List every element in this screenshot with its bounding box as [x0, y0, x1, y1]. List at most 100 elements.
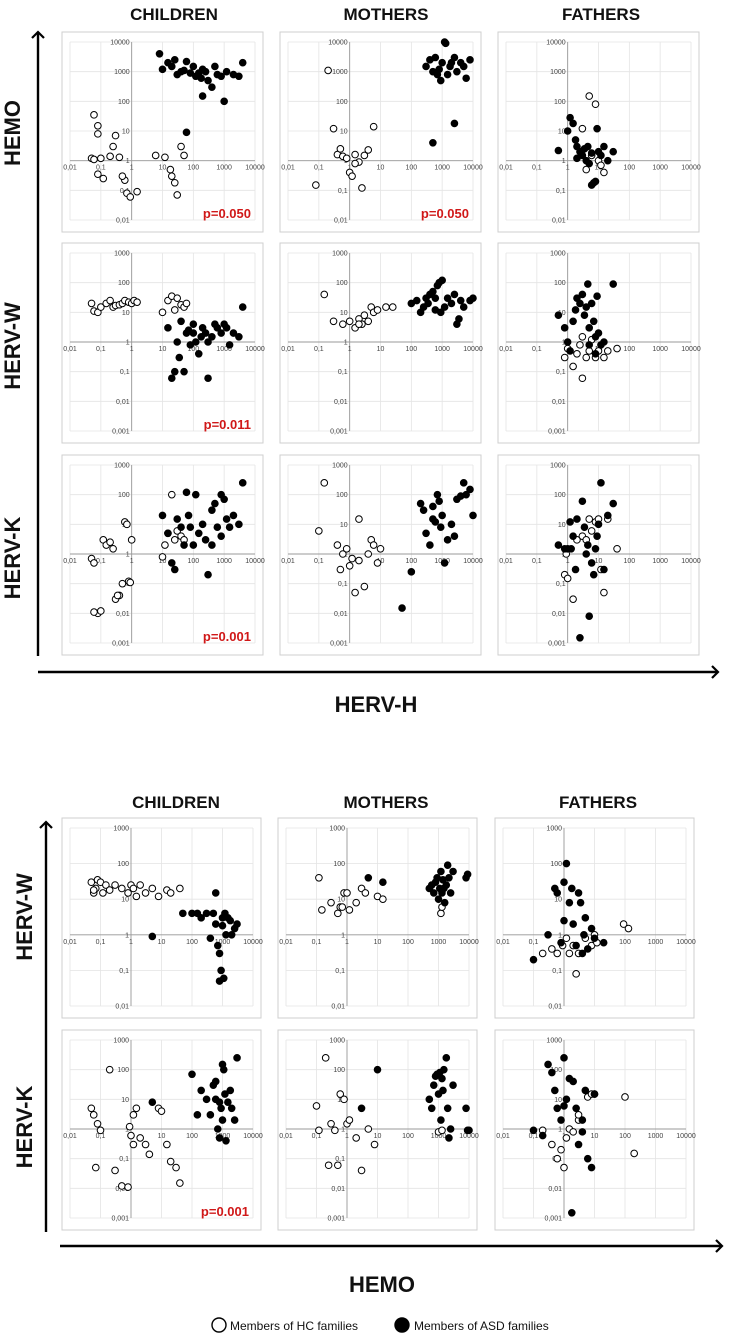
f1-herv-w-fathers-x-tick-label: 10000 — [681, 346, 701, 353]
f1-herv-w-fathers-panel: 0,010,111010010001000010001001010,10,010… — [497, 242, 701, 444]
f1-herv-k-fathers-hc-point — [600, 588, 608, 597]
f1-herv-w-fathers-asd-point — [594, 329, 603, 337]
f2-herv-k-children-x-tick-label: 10000 — [243, 1133, 263, 1140]
f2-herv-k-mothers-hc-point — [321, 1054, 330, 1062]
f1-herv-w-mothers-hc-point — [329, 317, 338, 326]
f1-herv-k-children-hc-point — [113, 591, 122, 600]
f2-herv-k-fathers-hc-point — [569, 1128, 577, 1136]
f2-herv-k-mothers-asd-point — [357, 1104, 366, 1113]
f1-herv-k-fathers-asd-point — [609, 499, 618, 508]
f1-hemo-children-hc-point — [109, 142, 117, 151]
f1-herv-w-fathers-asd-point — [593, 292, 601, 300]
f1-hemo-fathers-asd-point — [587, 149, 596, 157]
f1-hemo-mothers-y-tick-label: 10 — [340, 129, 348, 136]
f1-hemo-fathers-panel: 0,010,11101001000100001000010001001010,1… — [497, 31, 701, 233]
f2-herv-w-fathers-x-tick-label: 0,01 — [496, 939, 510, 946]
f1-herv-w-fathers-asd-point — [582, 303, 591, 311]
f2-herv-w-children-panel: 0,01 0,1 1 10 100 1000 10000 1000 100 10 1 0,1 0,01 — [61, 817, 263, 1019]
f2-herv-w-fathers-x-tick-label: 100 — [619, 939, 631, 946]
f1-herv-w-children-x-tick-label: 100 — [187, 346, 199, 353]
f1-herv-k-fathers-y-tick-label: 0,001 — [548, 641, 566, 648]
f2-herv-w-mothers-hc-point — [352, 898, 360, 907]
f1-hemo-children-y-tick-label: 0,01 — [116, 218, 130, 225]
f1-herv-k-children-x-tick-label: 1000 — [216, 558, 232, 565]
f1-hemo-children-asd-point — [158, 65, 167, 74]
f2-herv-k-children-hc-point — [141, 1140, 150, 1149]
f1-herv-w-children-hc-point — [173, 294, 182, 302]
f2-herv-w-children-y-tick-label: 1 — [125, 932, 129, 939]
f2-herv-w-mothers-asd-point — [434, 895, 443, 904]
f2-herv-w-children-hc-point — [87, 878, 96, 887]
f1-herv-k-children-hc-point — [118, 579, 127, 588]
f2-herv-k-children-hc-point — [125, 1122, 134, 1131]
f1-hemo-children-hc-point — [167, 172, 176, 180]
f2-herv-k-mothers-hc-point — [336, 1090, 345, 1098]
f1-hemo-children-hc-point — [126, 193, 135, 201]
f1-herv-w-children-asd-point — [167, 374, 176, 383]
f1-herv-k-fathers-y-tick-label: 1000 — [550, 463, 566, 470]
f2-herv-k-children-p-value: p=0.001 — [201, 1204, 249, 1219]
f1-herv-k-fathers-asd-point — [580, 523, 589, 532]
f1-herv-w-mothers-hc-point — [373, 306, 382, 314]
f1-herv-w-fathers-asd-point — [609, 280, 618, 288]
f1-herv-w-mothers-y-tick-label: 10 — [340, 310, 348, 317]
f1-herv-k-children-hc-point — [90, 608, 98, 616]
f2-herv-w-mothers-hc-point — [345, 906, 354, 914]
f1-herv-k-fathers-asd-point — [566, 518, 574, 526]
f1-herv-k-mothers-asd-point — [426, 541, 434, 549]
f2-herv-k-children-asd-point — [230, 1116, 239, 1124]
f2-herv-w-fathers-asd-point — [576, 898, 585, 907]
f2-herv-k-children-panel: 0,010,111010010001000010001001010,10,010… — [61, 1029, 263, 1231]
f1-hemo-mothers-hc-point — [351, 159, 359, 168]
f2-herv-w-children-hc-point — [102, 881, 110, 889]
f1-herv-w-mothers-asd-point — [431, 294, 440, 302]
f2-herv-w-mothers-asd-point — [445, 873, 453, 882]
f1-herv-w-children-asd-point — [170, 367, 179, 376]
f2-herv-w-mothers-asd-point — [463, 870, 472, 879]
f1-herv-k-children-asd-point — [189, 541, 198, 549]
f1-herv-k-mothers-x-tick-label: 0,1 — [314, 558, 324, 565]
f1-herv-k-mothers-asd-point — [433, 490, 442, 499]
f2-herv-k-fathers-asd-point — [562, 1095, 571, 1104]
f1-herv-k-children-asd-point — [217, 490, 225, 499]
f2-herv-k-children-y-tick-label: 0,001 — [111, 1216, 129, 1223]
legend-asd-label: Members of ASD families — [414, 1319, 549, 1333]
f1-hemo-mothers-y-tick-label: 1000 — [332, 69, 348, 76]
f1-herv-w-fathers-asd-point — [580, 311, 589, 320]
f2-herv-k-fathers-asd-point — [578, 1128, 587, 1136]
f2-herv-k-fathers-hc-point — [560, 1163, 568, 1172]
f1-hemo-fathers-asd-point — [609, 147, 618, 156]
f1-hemo-fathers-y-tick-label: 1 — [562, 158, 566, 165]
f1-hemo-mothers-x-tick-label: 10000 — [463, 165, 483, 172]
f2-herv-w-mothers-x-tick-label: 1 — [345, 939, 349, 946]
f1-herv-w-children-hc-point — [133, 298, 141, 306]
f1-hemo-children-hc-point — [94, 130, 102, 138]
panels-layer: 0,01 0,1 1 10 100 1000 10000 10000 1000 100 10 1 0,1… — [61, 31, 701, 1231]
f1-herv-w-mothers-hc-point — [355, 320, 363, 328]
f2-herv-k-fathers-hc-point — [562, 1134, 571, 1142]
f1-herv-w-children-asd-point — [194, 350, 203, 358]
f1-herv-k-fathers-x-tick-label: 10 — [595, 558, 603, 565]
f1-hemo-mothers-x-tick-label: 0,1 — [314, 165, 324, 172]
f1-herv-w-children-asd-point — [201, 329, 210, 337]
f1-hemo-mothers-hc-point — [364, 146, 373, 154]
f1-herv-w-children-asd-point — [235, 332, 243, 341]
f1-herv-w-mothers-x-tick-label: 0,01 — [281, 346, 295, 353]
f1-herv-w-children-hc-point — [170, 306, 179, 314]
f1-herv-k-children-y-tick-label: 1 — [126, 552, 130, 559]
f1-herv-w-mothers-x-tick-label: 0,1 — [314, 346, 324, 353]
f1-hemo-fathers-y-tick-label: 0,1 — [556, 188, 566, 195]
f1-herv-k-mothers-asd-point — [416, 499, 425, 508]
f2-herv-k-children-asd-point — [217, 1104, 225, 1113]
f1-hemo-children-asd-point — [180, 66, 188, 75]
f2-herv-k-mothers-asd-point — [445, 1134, 453, 1142]
f1-herv-w-fathers-x-tick-label: 1000 — [652, 346, 668, 353]
f2-herv-k-fathers-x-tick-label: 10 — [591, 1133, 599, 1140]
f2-herv-w-fathers-asd-point — [578, 949, 587, 958]
f2-herv-w-children-hc-point — [111, 881, 119, 889]
f2-herv-w-children-x-tick-label: 100 — [186, 939, 198, 946]
f1-hemo-mothers-y-tick-label: 100 — [336, 99, 348, 106]
f1-herv-w-fathers-hc-point — [578, 374, 587, 383]
f2-herv-w-children-asd-point — [211, 889, 220, 897]
